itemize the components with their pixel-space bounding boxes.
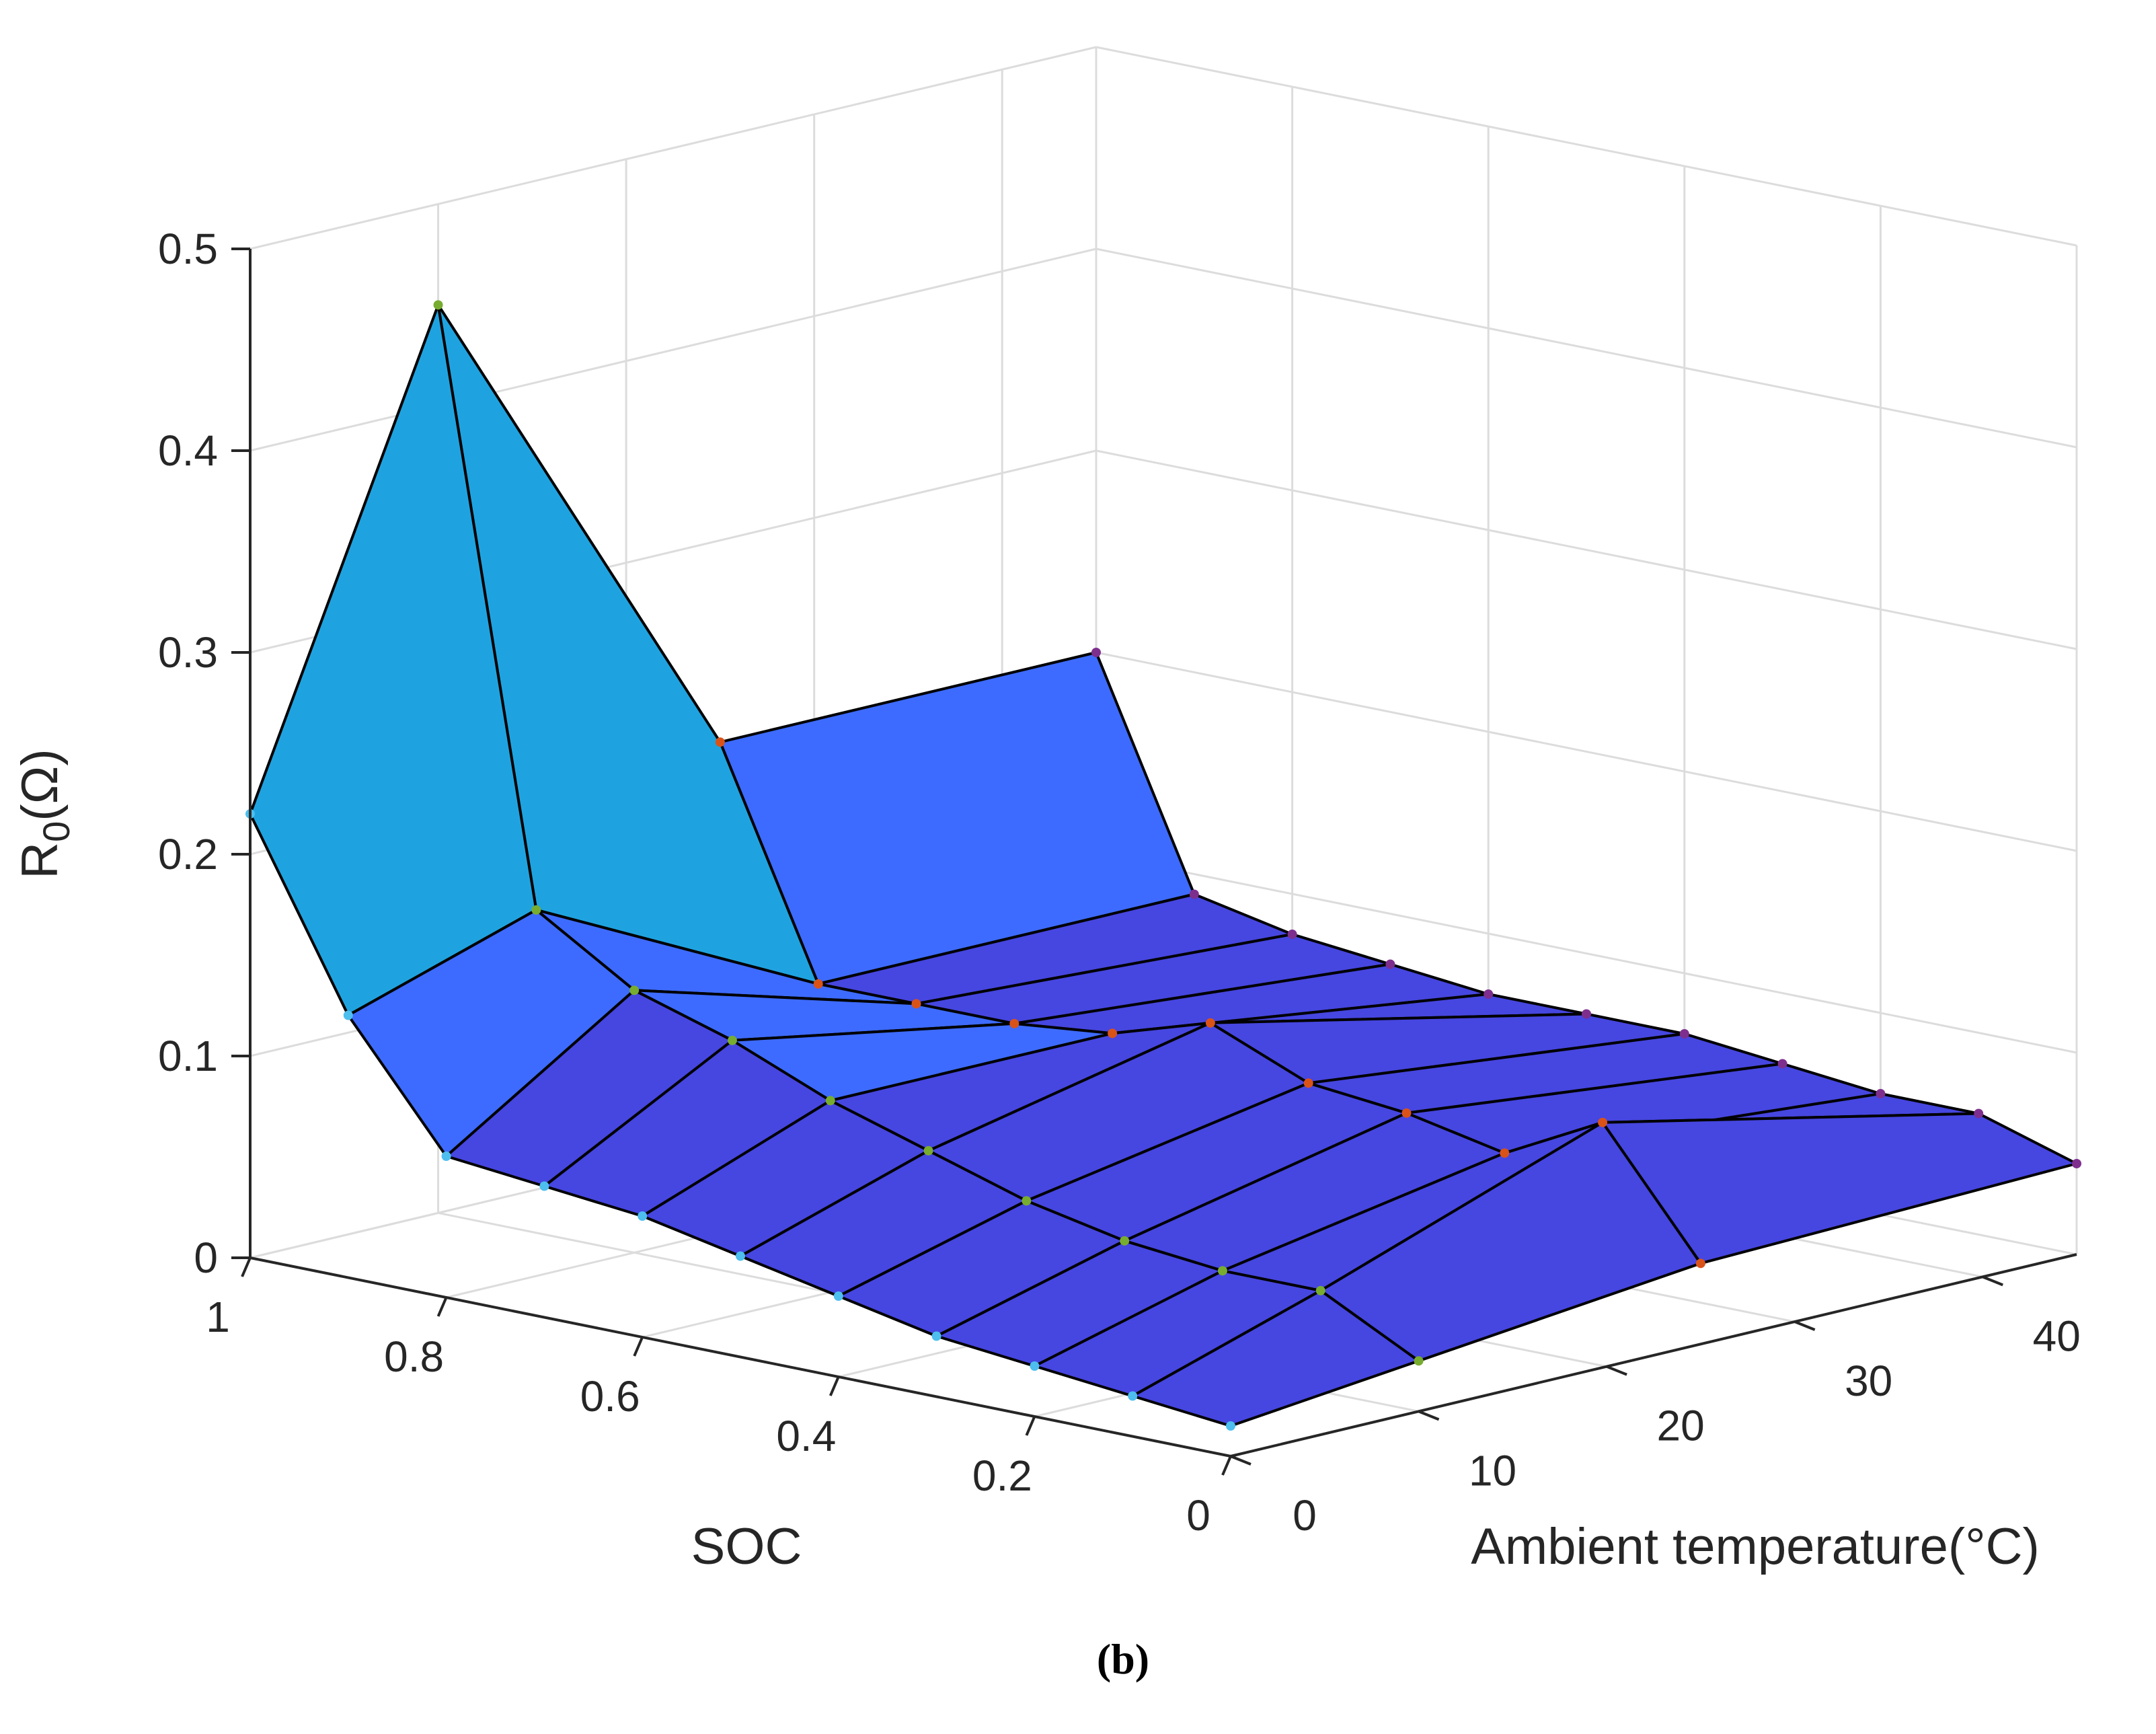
data-point — [813, 979, 823, 989]
data-point — [1484, 989, 1494, 999]
z-tick-label: 0.1 — [158, 1032, 218, 1080]
data-point — [1128, 1391, 1138, 1401]
data-point — [923, 1145, 933, 1156]
z-tick-label: 0.2 — [158, 830, 218, 878]
back-wall-grid-z-line — [1095, 46, 2077, 247]
data-point — [1303, 1078, 1313, 1088]
data-point — [1876, 1089, 1886, 1098]
temp-tick-label: 0 — [1293, 1491, 1317, 1540]
data-point — [1582, 1009, 1591, 1019]
z-axis-title-main: R — [11, 842, 69, 879]
z-tick-label: 0.4 — [158, 426, 218, 475]
soc-tick — [633, 1336, 644, 1357]
data-point — [441, 1152, 451, 1161]
data-point — [1401, 1108, 1412, 1118]
data-point — [1189, 889, 1199, 899]
data-point — [1598, 1117, 1608, 1127]
y-axis-title: Ambient temperature(°C) — [1471, 1518, 2040, 1575]
data-point — [1500, 1148, 1510, 1158]
soc-tick-label: 1 — [206, 1293, 230, 1341]
temp-tick-label: 40 — [2033, 1312, 2081, 1360]
soc-tick-label: 0.2 — [972, 1452, 1032, 1500]
data-point — [931, 1331, 941, 1341]
data-point — [1315, 1285, 1325, 1295]
z-axis-title-unit: (Ω) — [11, 749, 69, 821]
back-wall-grid-z-line — [1095, 449, 2077, 650]
soc-axis-line — [249, 1256, 1231, 1458]
z-axis-title: R0(Ω) — [11, 749, 77, 878]
data-point — [343, 1010, 353, 1020]
temp-tick-label: 10 — [1469, 1446, 1516, 1495]
surface-layer — [245, 300, 2081, 1431]
soc-tick — [241, 1257, 252, 1277]
data-point — [727, 1035, 737, 1045]
back-wall-grid-z-line — [1095, 651, 2077, 852]
temp-tick-label: 30 — [1845, 1357, 1892, 1405]
temp-tick-label: 20 — [1657, 1402, 1705, 1450]
soc-tick-label: 0.8 — [384, 1332, 444, 1381]
data-point — [1091, 648, 1101, 657]
x-axis-title: SOC — [691, 1518, 802, 1575]
soc-tick-label: 0.4 — [776, 1412, 836, 1460]
data-point — [433, 300, 443, 310]
soc-tick — [1221, 1456, 1232, 1476]
data-point — [1414, 1356, 1424, 1366]
temp-tick — [1418, 1410, 1440, 1421]
soc-tick-label: 0 — [1186, 1491, 1210, 1540]
soc-tick — [1025, 1416, 1036, 1436]
data-point — [1009, 1018, 1019, 1028]
data-point — [825, 1096, 835, 1106]
temp-tick — [1794, 1320, 1816, 1331]
back-wall-grid-z-line — [1095, 248, 2077, 449]
data-point — [1777, 1059, 1787, 1069]
data-point — [1120, 1236, 1130, 1246]
z-axis-title-sub: 0 — [35, 821, 77, 842]
temp-tick — [1606, 1365, 1627, 1376]
data-point — [1385, 959, 1395, 969]
figure-caption: (b) — [1097, 1635, 1149, 1683]
z-tick-label: 0.3 — [158, 628, 218, 677]
data-point — [715, 737, 725, 747]
soc-tick — [829, 1376, 840, 1396]
side-wall-grid-z-line — [249, 248, 1097, 452]
z-tick-label: 0 — [194, 1234, 218, 1282]
data-point — [1030, 1361, 1040, 1371]
data-point — [1217, 1266, 1227, 1276]
z-tick-label: 0.5 — [158, 225, 218, 273]
temp-tick — [1982, 1275, 2003, 1287]
data-point — [638, 1211, 648, 1221]
data-point — [629, 985, 640, 995]
data-point — [1022, 1196, 1032, 1206]
data-point — [911, 999, 921, 1009]
data-point — [1974, 1108, 1984, 1119]
side-wall-grid-z-line — [249, 46, 1097, 250]
data-point — [1287, 930, 1297, 939]
temp-axis-line — [1230, 1253, 2077, 1458]
data-point — [1226, 1421, 1235, 1431]
temp-tick — [1230, 1455, 1252, 1466]
soc-tick — [436, 1297, 448, 1317]
data-point — [1679, 1029, 1689, 1039]
data-point — [531, 905, 541, 915]
data-point — [1108, 1028, 1118, 1039]
data-point — [736, 1251, 745, 1261]
data-point — [833, 1291, 843, 1301]
back-wall-grid-z-line — [1095, 853, 2077, 1054]
data-point — [1205, 1018, 1215, 1028]
data-point — [2072, 1159, 2081, 1168]
data-point — [539, 1181, 549, 1191]
soc-tick-label: 0.6 — [580, 1372, 640, 1421]
data-point — [1695, 1258, 1705, 1269]
